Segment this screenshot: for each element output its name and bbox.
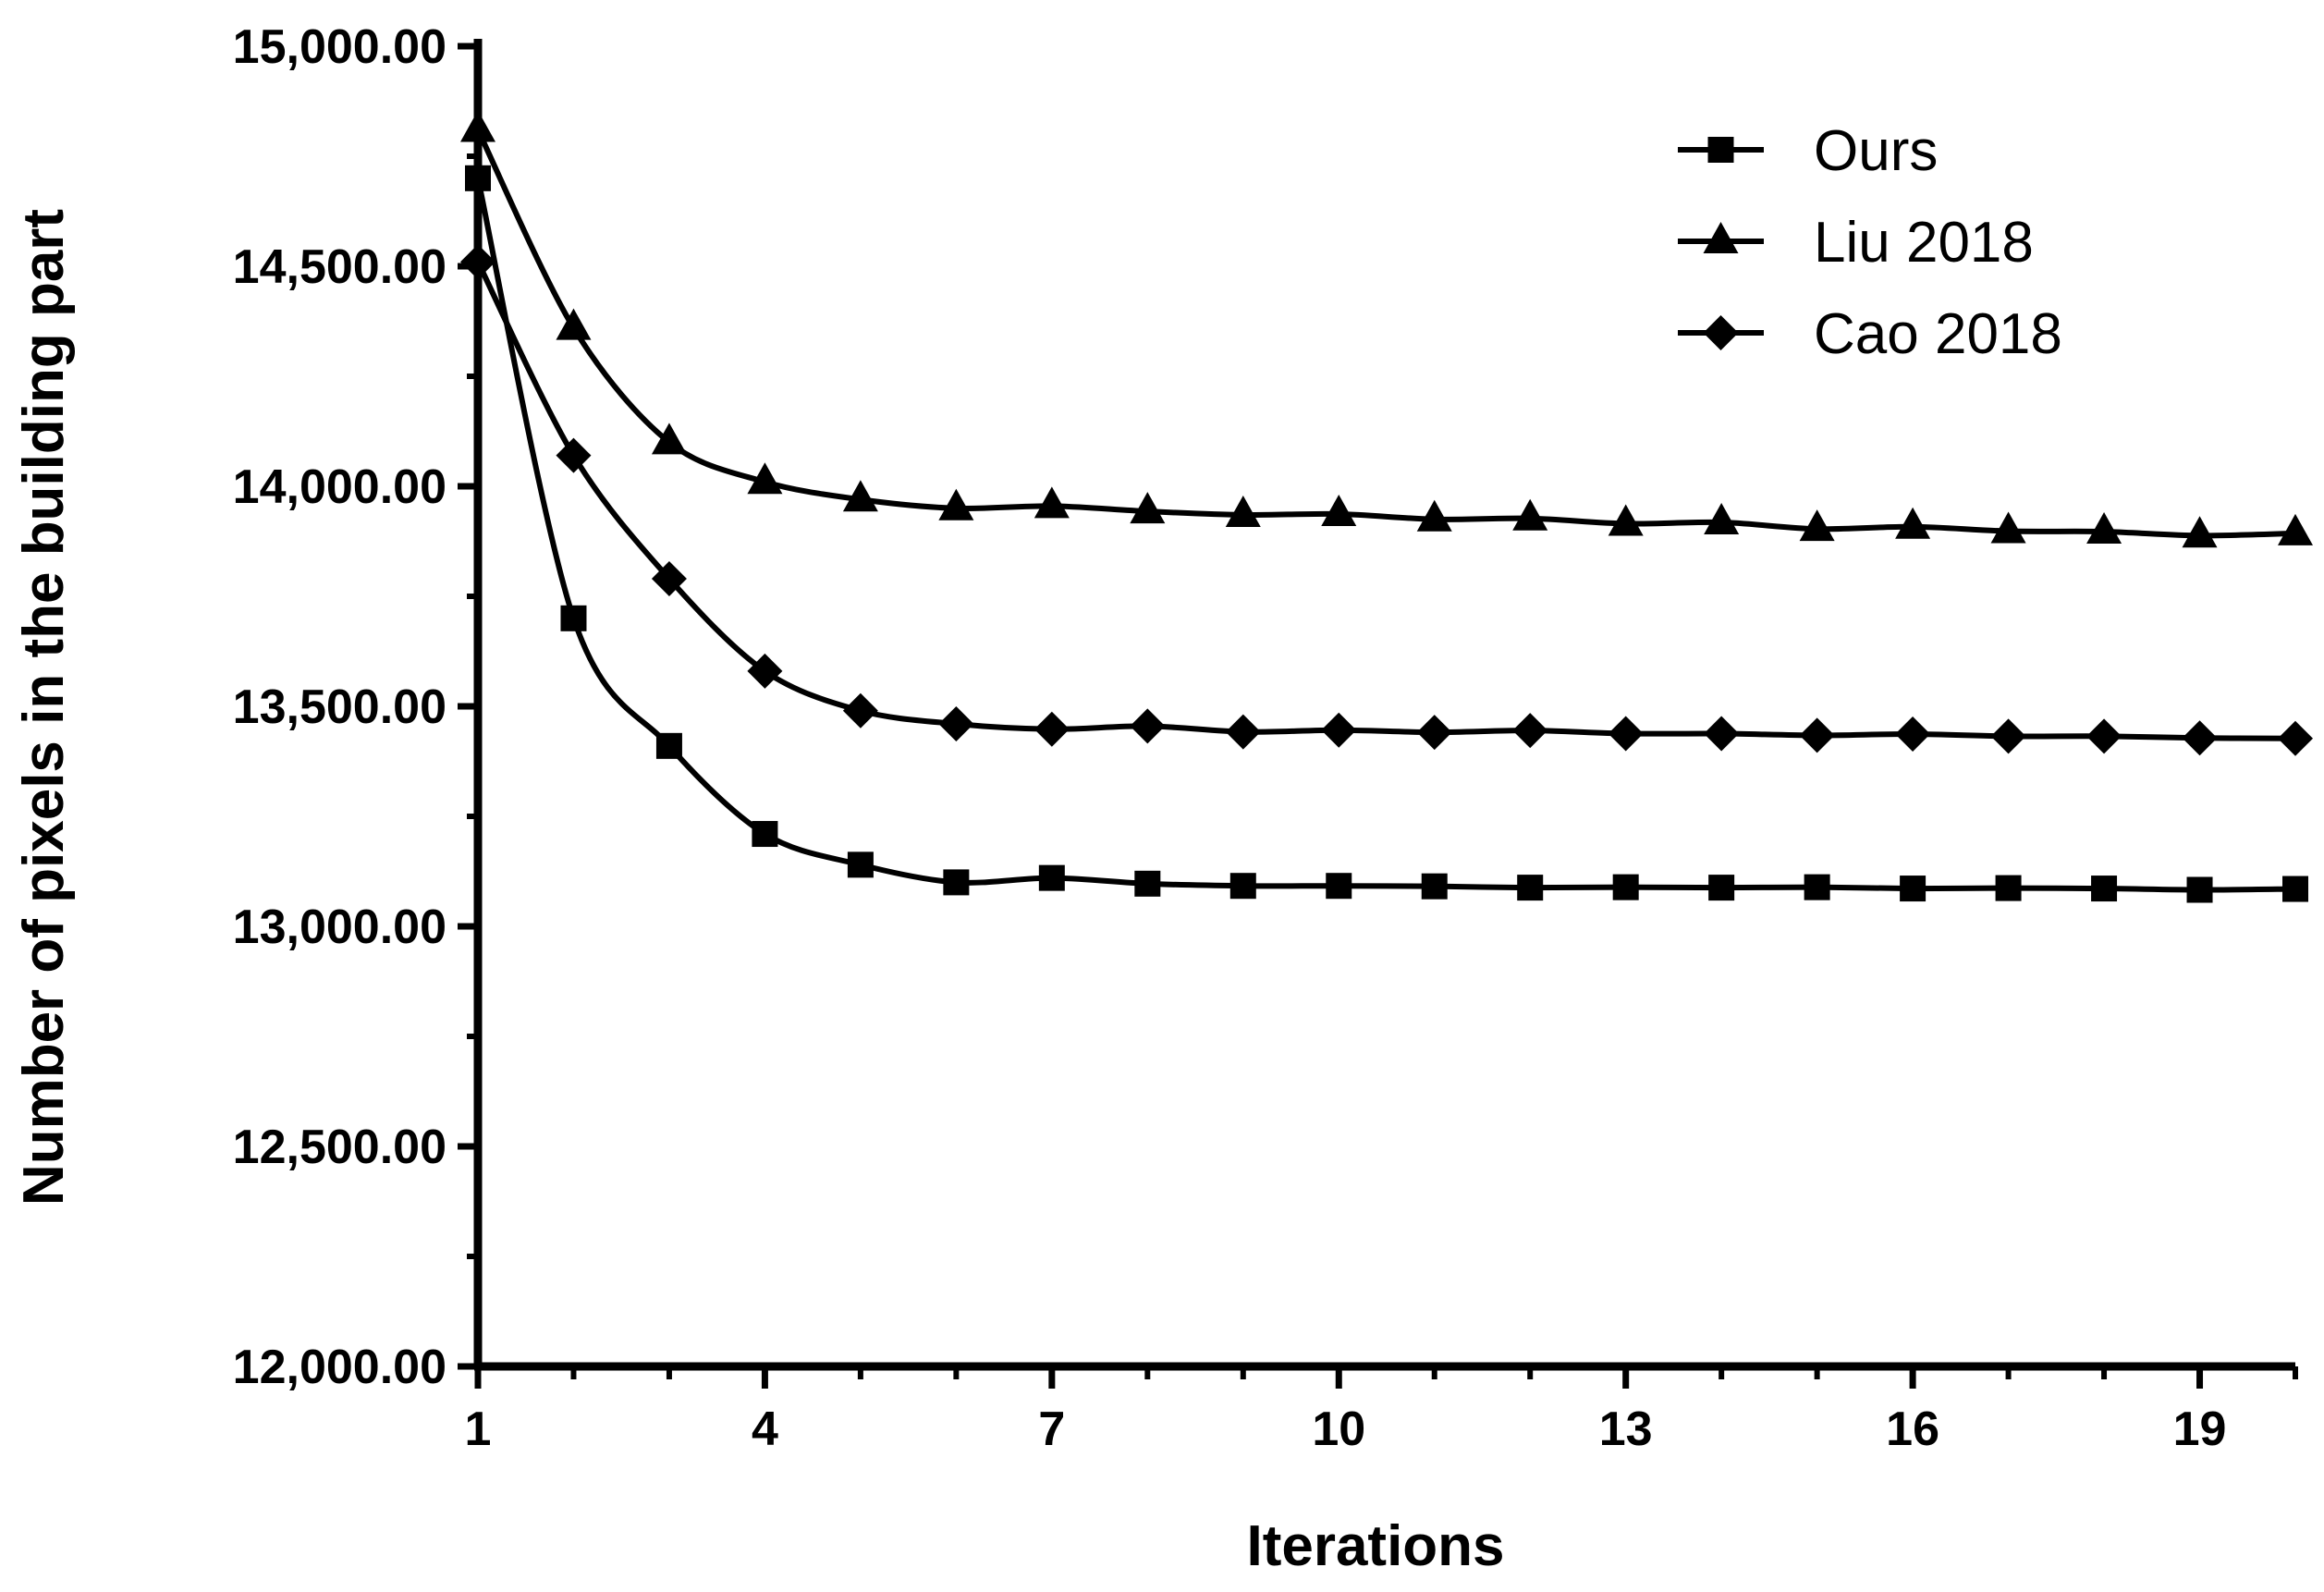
- data-point-liu-2018: [1799, 509, 1835, 542]
- y-axis-title: Number of pixels in the building part: [12, 209, 76, 1206]
- data-point-ours: [1612, 874, 1639, 900]
- series-ours: [465, 165, 2308, 903]
- data-point-liu-2018: [747, 462, 783, 495]
- y-tick-label: 14,000.00: [233, 460, 446, 514]
- data-point-liu-2018: [2086, 512, 2122, 545]
- data-point-liu-2018: [1321, 494, 1357, 526]
- legend-label-cao-2018: Cao 2018: [1814, 302, 2062, 366]
- data-point-cao-2018: [556, 437, 592, 473]
- data-point-ours: [1900, 876, 1926, 902]
- data-point-liu-2018: [1608, 504, 1644, 536]
- data-point-cao-2018: [651, 560, 687, 596]
- x-tick-label: 19: [2173, 1402, 2227, 1456]
- data-point-cao-2018: [1034, 711, 1070, 747]
- x-tick-label: 4: [752, 1402, 778, 1456]
- data-point-cao-2018: [2182, 720, 2218, 756]
- data-point-ours: [847, 851, 874, 878]
- data-point-cao-2018: [1130, 708, 1166, 744]
- data-point-cao-2018: [747, 653, 783, 689]
- data-point-liu-2018: [651, 422, 687, 455]
- data-point-ours: [465, 165, 491, 191]
- data-point-cao-2018: [1799, 717, 1835, 753]
- data-point-cao-2018: [1416, 715, 1452, 751]
- x-axis-title: Iterations: [1246, 1514, 1504, 1578]
- legend-marker-ours: [1707, 137, 1734, 163]
- legend-marker-liu-2018: [1703, 222, 1739, 253]
- series-liu-2018: [460, 110, 2313, 548]
- x-tick-label: 7: [1038, 1402, 1065, 1456]
- data-point-cao-2018: [1895, 716, 1931, 752]
- data-point-ours: [752, 821, 778, 848]
- series-cao-2018: [460, 244, 2313, 756]
- data-point-liu-2018: [1512, 498, 1548, 531]
- data-point-cao-2018: [1608, 716, 1644, 752]
- data-point-liu-2018: [2182, 516, 2218, 548]
- data-point-ours: [1804, 874, 1830, 900]
- x-tick-label: 10: [1312, 1402, 1365, 1456]
- data-point-ours: [943, 869, 970, 896]
- x-tick-label: 1: [465, 1402, 492, 1456]
- data-point-ours: [1038, 864, 1065, 891]
- data-point-liu-2018: [1704, 503, 1740, 535]
- x-tick-label: 13: [1599, 1402, 1653, 1456]
- data-point-liu-2018: [1895, 507, 1931, 539]
- legend-label-ours: Ours: [1814, 119, 1938, 183]
- data-point-liu-2018: [1130, 492, 1166, 524]
- data-point-ours: [1326, 873, 1352, 900]
- legend-marker-cao-2018: [1703, 315, 1739, 350]
- data-point-cao-2018: [938, 706, 974, 742]
- data-point-ours: [560, 605, 587, 631]
- data-point-liu-2018: [938, 488, 974, 520]
- data-point-liu-2018: [460, 110, 495, 142]
- y-tick-label: 15,000.00: [233, 20, 446, 74]
- series-line-liu-2018: [475, 129, 2296, 539]
- data-point-cao-2018: [1321, 712, 1357, 748]
- data-point-cao-2018: [460, 244, 495, 280]
- y-tick-label: 12,500.00: [233, 1121, 446, 1174]
- data-point-cao-2018: [1704, 716, 1740, 752]
- data-point-ours: [1517, 875, 1544, 901]
- data-point-ours: [1134, 870, 1161, 897]
- data-point-liu-2018: [2278, 513, 2313, 545]
- y-tick-label: 12,000.00: [233, 1341, 446, 1394]
- data-point-liu-2018: [556, 308, 592, 340]
- data-point-ours: [1708, 875, 1735, 901]
- data-point-cao-2018: [2278, 720, 2313, 756]
- data-point-liu-2018: [1225, 495, 1261, 527]
- data-point-liu-2018: [1416, 499, 1452, 532]
- data-point-cao-2018: [1990, 718, 2026, 754]
- data-point-ours: [1421, 873, 1448, 900]
- data-point-liu-2018: [1034, 486, 1070, 519]
- data-point-ours: [2282, 876, 2308, 902]
- data-point-liu-2018: [1990, 511, 2026, 544]
- data-point-cao-2018: [2086, 718, 2122, 754]
- data-point-cao-2018: [1225, 714, 1261, 750]
- x-tick-label: 16: [1886, 1402, 1939, 1456]
- y-tick-label: 14,500.00: [233, 240, 446, 294]
- y-tick-label: 13,000.00: [233, 900, 446, 954]
- legend-label-liu-2018: Liu 2018: [1814, 211, 2034, 275]
- data-point-ours: [1229, 873, 1256, 900]
- data-point-ours: [655, 732, 682, 759]
- data-point-ours: [1995, 875, 2022, 901]
- data-point-ours: [2091, 876, 2118, 902]
- data-point-liu-2018: [842, 480, 878, 512]
- data-point-ours: [2186, 876, 2213, 903]
- y-tick-label: 13,500.00: [233, 680, 446, 734]
- data-point-cao-2018: [1512, 713, 1548, 749]
- data-point-cao-2018: [842, 692, 878, 729]
